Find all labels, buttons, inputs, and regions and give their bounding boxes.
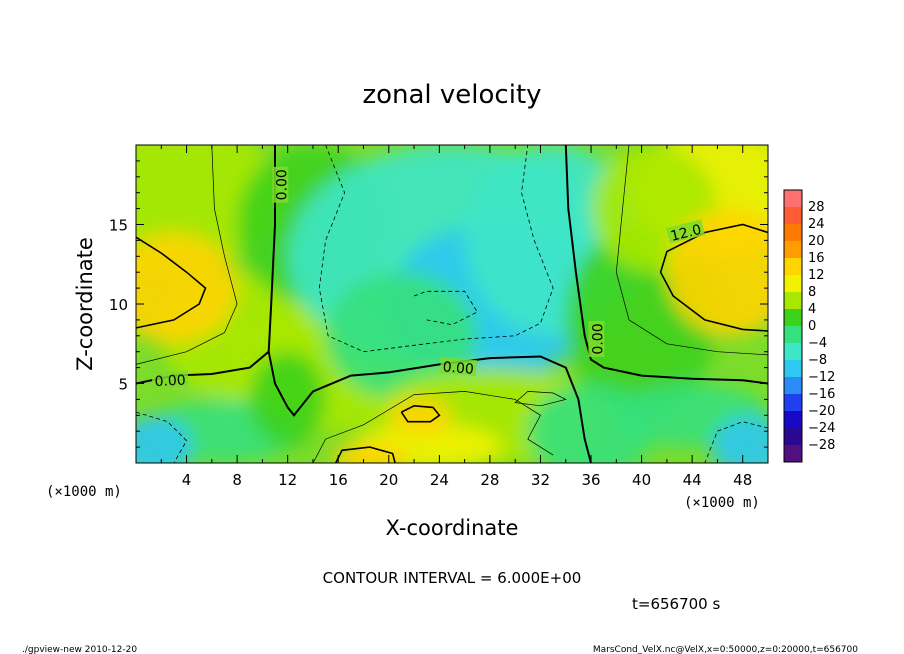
contour-neg6	[318, 145, 554, 353]
colorbar-label: −28	[808, 438, 835, 453]
field-blob	[249, 351, 326, 448]
contour-6-bottom	[312, 391, 554, 463]
contour-12-right	[659, 223, 768, 332]
colorbar-swatch	[784, 377, 802, 394]
colorbar-swatch	[784, 428, 802, 445]
colorbar-swatch	[784, 224, 802, 241]
colorbar-swatch	[784, 258, 802, 275]
colorbar-swatch	[784, 394, 802, 411]
x-tick-label: 24	[430, 471, 449, 489]
x-tick-label: 4	[182, 471, 192, 489]
x-tick-label: 32	[531, 471, 550, 489]
colorbar-label: −4	[808, 336, 827, 351]
contour-label: 12.0	[669, 222, 703, 245]
contour-6-left	[136, 145, 238, 365]
contour-12-bottom	[334, 446, 396, 463]
field-blob	[711, 415, 768, 463]
colorbar-swatch	[784, 292, 802, 309]
contour-zero-center	[267, 145, 592, 463]
field-blob	[325, 272, 478, 400]
x-tick-label: 36	[581, 471, 600, 489]
contour-12-mid	[400, 404, 441, 423]
colorbar-swatch	[784, 445, 802, 462]
colorbar-label: 24	[808, 217, 825, 232]
field-blob	[666, 208, 768, 336]
y-tick-label: 10	[109, 296, 128, 314]
footer-left: ./gpview-new 2010-12-20	[22, 645, 137, 654]
colorbar-swatch	[784, 343, 802, 360]
colorbar-swatch	[784, 326, 802, 343]
colorbar-label: 20	[808, 234, 825, 249]
colorbar-label: −12	[808, 370, 835, 385]
field-blob	[388, 396, 452, 435]
colorbar-label: 28	[808, 200, 825, 215]
contour-label: 0.00	[442, 359, 474, 378]
contour-neg12	[413, 290, 478, 326]
contour-6-right	[615, 145, 768, 356]
colorbar: 28 24 20 16 12 8 4 0 −4 −8 −12 −16 −20 −24 −28	[783, 189, 835, 463]
x-tick-label: 8	[232, 471, 242, 489]
colorbar-label: −24	[808, 421, 835, 436]
colorbar-label: 12	[808, 268, 825, 283]
contour-label: 0.00	[154, 373, 186, 391]
footer-right: MarsCond_VelX.nc@VelX,x=0:50000,z=0:2000…	[593, 645, 858, 654]
x-tick-label: 16	[329, 471, 348, 489]
y-tick-label: 5	[118, 376, 128, 394]
x-axis: 4 8 12 16 20 24 28 32 36 40 44 48	[135, 145, 769, 489]
colorbar-label: 4	[808, 302, 816, 317]
colorbar-swatch	[784, 275, 802, 292]
y-axis-label: Z-coordinate	[73, 237, 97, 371]
y-tick-label: 15	[109, 217, 128, 235]
colorbar-swatch	[784, 360, 802, 377]
colorbar-label: −8	[808, 353, 827, 368]
contour-small	[514, 391, 567, 407]
colorbar-label: −20	[808, 404, 835, 419]
field-blob	[136, 232, 238, 344]
y-axis: 5 10 15	[109, 144, 768, 464]
x-axis-label: X-coordinate	[386, 516, 519, 540]
contour-label: 0.00	[274, 169, 290, 200]
colorbar-label: 8	[808, 285, 816, 300]
colorbar-label: −16	[808, 387, 835, 402]
x-tick-label: 44	[683, 471, 702, 489]
contour-zero-right	[564, 145, 768, 385]
field-blob	[136, 415, 193, 463]
contour-12-left	[136, 236, 207, 329]
colorbar-label: 16	[808, 251, 825, 266]
velocity-field	[136, 145, 768, 463]
colorbar-swatch	[784, 411, 802, 428]
contour-neg-br	[704, 421, 768, 463]
contour-label: 0.00	[590, 323, 606, 354]
x-tick-label: 48	[733, 471, 752, 489]
colorbar-swatch	[784, 190, 802, 207]
colorbar-swatch	[784, 309, 802, 326]
x-tick-label: 20	[379, 471, 398, 489]
chart-title: zonal velocity	[362, 80, 541, 110]
x-unit-label: (×1000 m)	[684, 495, 760, 511]
colorbar-swatch	[784, 207, 802, 224]
colorbar-swatch	[784, 241, 802, 258]
x-tick-label: 12	[278, 471, 297, 489]
contour-interval: CONTOUR INTERVAL = 6.000E+00	[323, 569, 582, 587]
time-label: t=656700 s	[632, 595, 720, 613]
contour-neg-bl	[136, 411, 188, 463]
x-tick-label: 28	[480, 471, 499, 489]
colorbar-label: 0	[808, 319, 816, 334]
x-tick-label: 40	[632, 471, 651, 489]
z-unit-label: (×1000 m)	[46, 484, 122, 500]
